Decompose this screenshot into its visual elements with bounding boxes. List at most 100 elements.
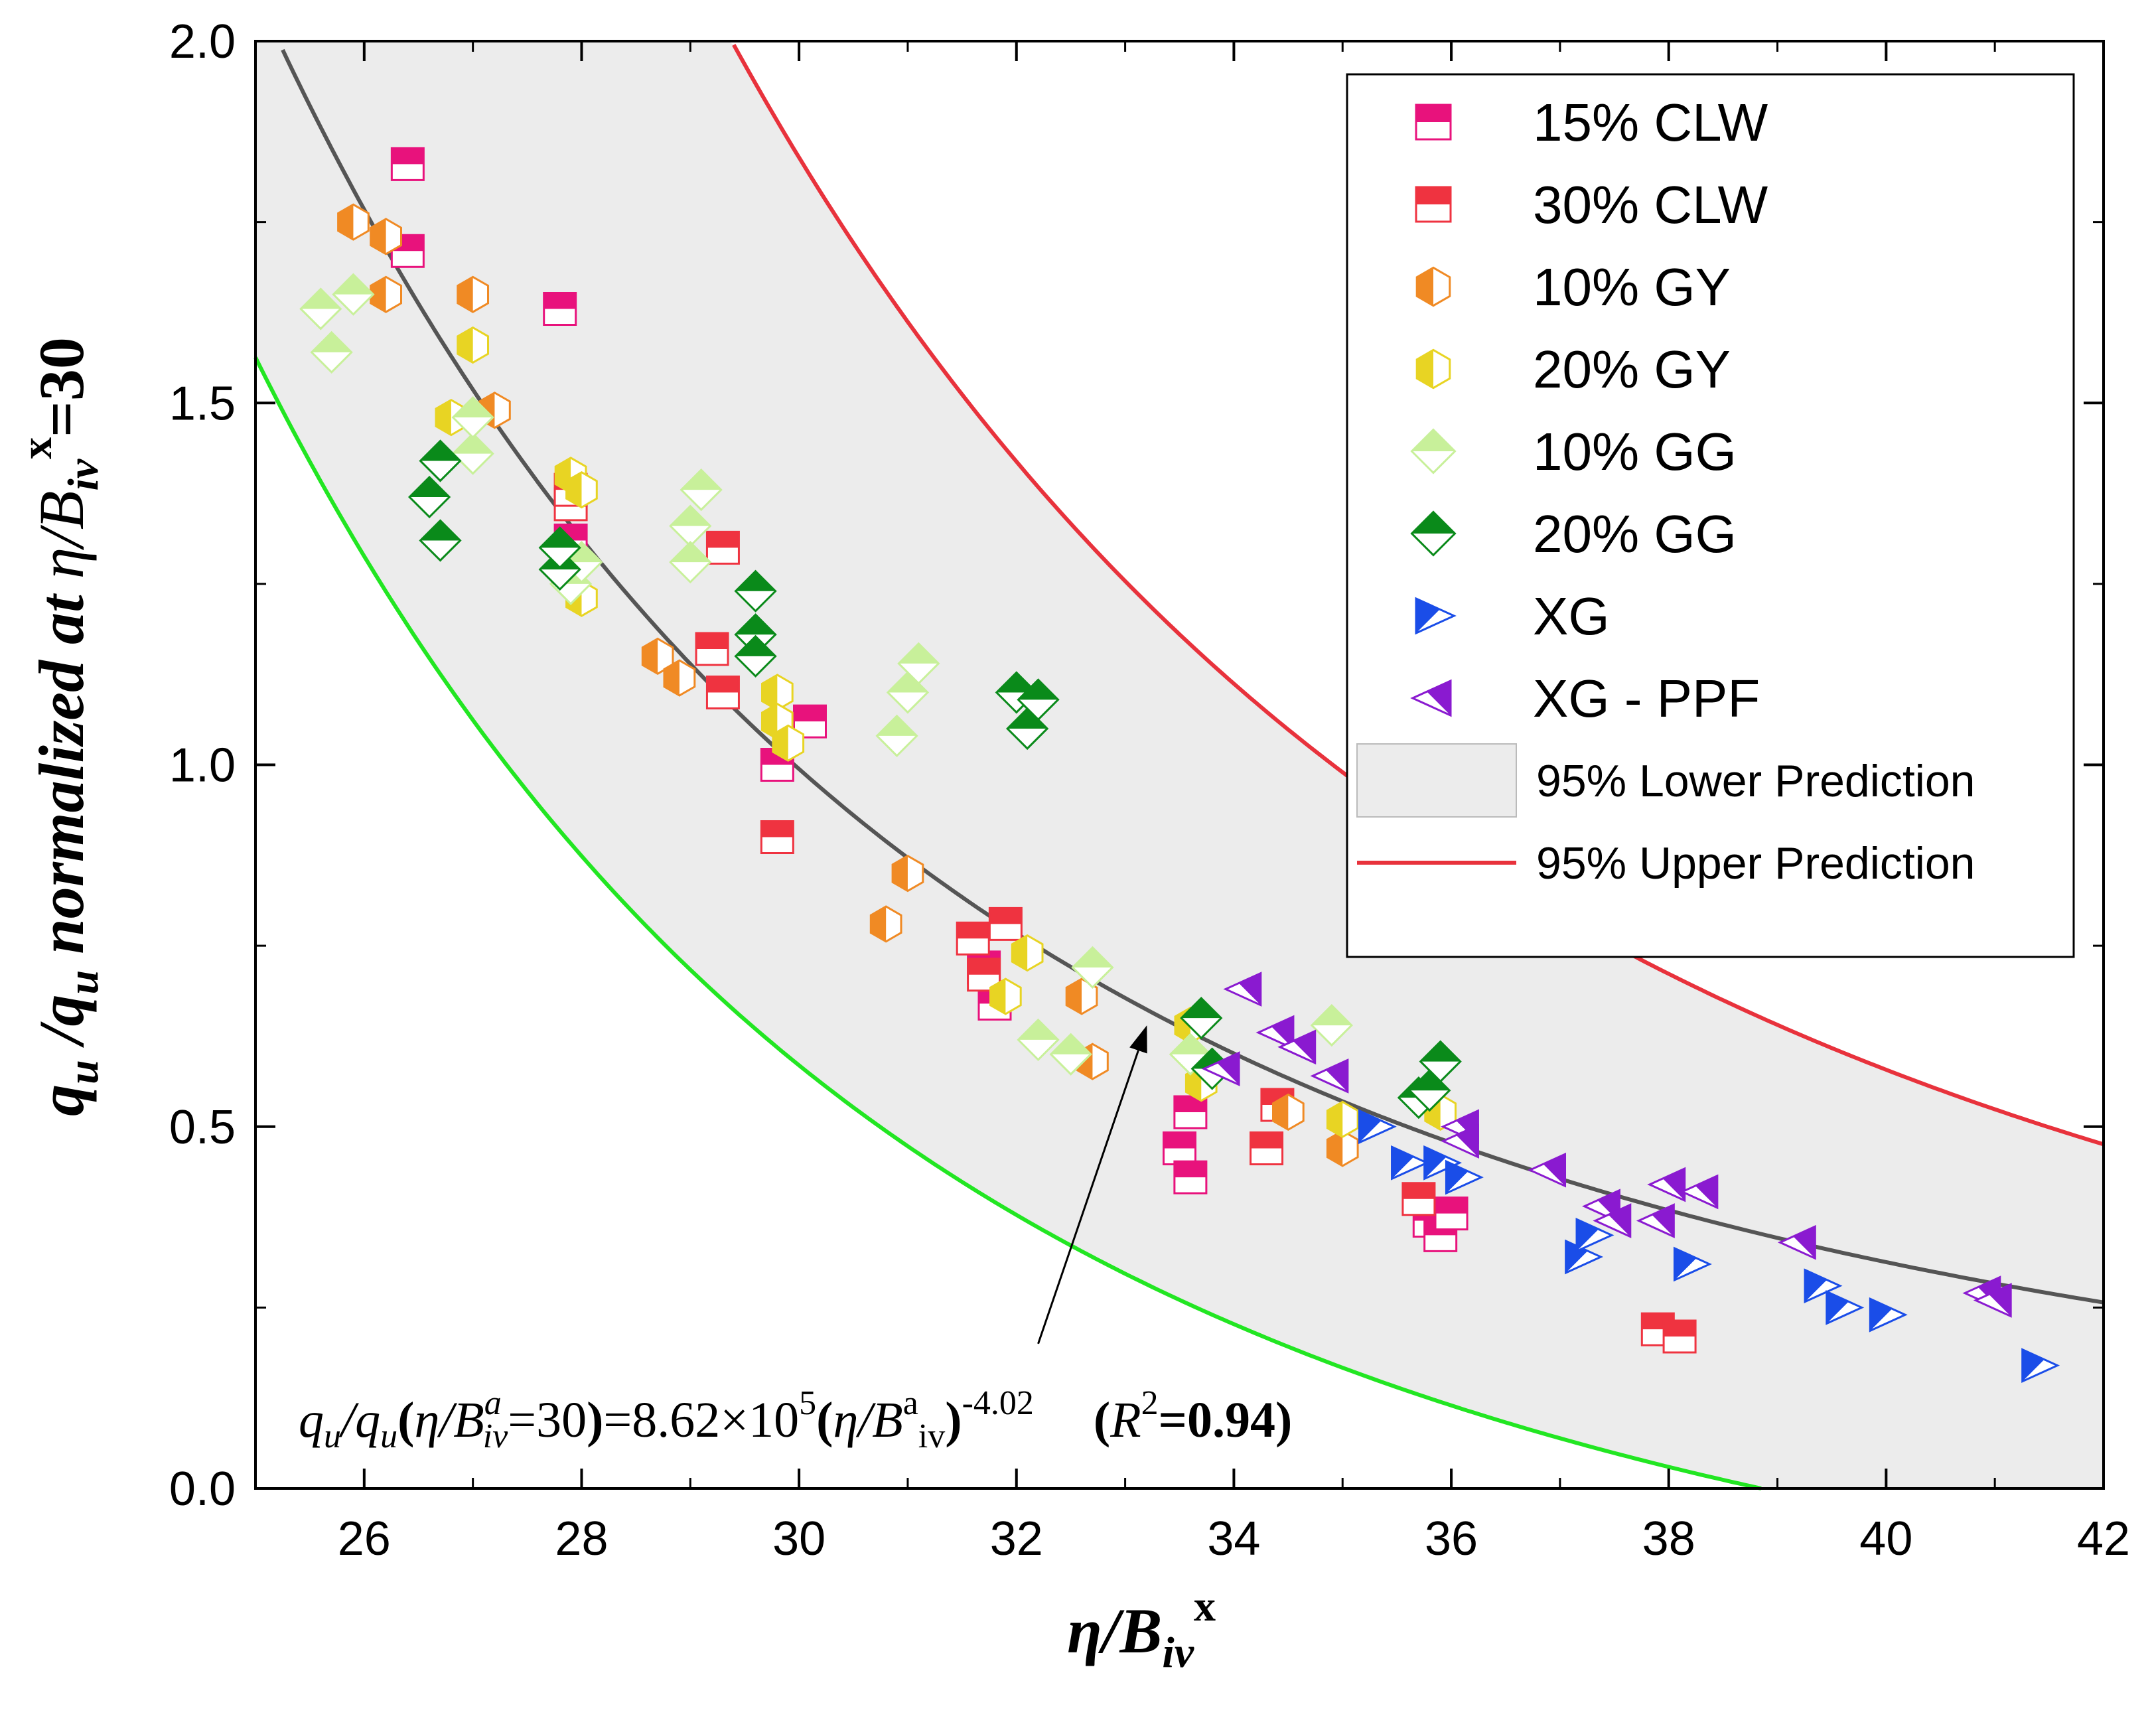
data-point	[1673, 1246, 1712, 1282]
legend-item: 15% CLW	[1415, 93, 1768, 152]
data-point	[1065, 977, 1098, 1015]
legend-label: 15% CLW	[1533, 93, 1768, 152]
y-axis-label: qu /qu normalized at η/Bivx=30	[13, 337, 107, 1116]
data-point	[1391, 1145, 1429, 1181]
eq-30: =30	[508, 1392, 587, 1448]
data-point	[390, 147, 425, 181]
data-point	[1006, 707, 1049, 751]
data-point	[370, 275, 402, 313]
legend-marker	[1415, 104, 1452, 141]
annotation-arrow	[1037, 1050, 1139, 1344]
eq-iv: iv	[483, 1417, 508, 1455]
data-point	[1636, 1203, 1675, 1238]
data-point	[1423, 1145, 1463, 1181]
x-tick-label: 32	[990, 1512, 1043, 1565]
data-point	[538, 526, 581, 569]
data-point	[1049, 1033, 1092, 1076]
x-tick-label: 34	[1207, 1512, 1260, 1565]
legend-item: 20% GY	[1415, 340, 1731, 399]
legend-marker	[1415, 186, 1452, 223]
series-3	[435, 326, 1457, 1138]
y-axis-label-sub1: u	[59, 1060, 107, 1084]
data-point	[332, 273, 375, 316]
data-point	[1680, 1174, 1719, 1210]
data-point	[761, 674, 794, 711]
y-axis-label-sub3: iv	[59, 459, 107, 490]
data-point	[435, 398, 468, 437]
eq-a2: a	[903, 1384, 918, 1422]
legend-label: XG	[1533, 587, 1610, 646]
data-point	[1326, 1100, 1359, 1138]
y-axis-label-sub2: u	[59, 970, 107, 995]
eq-close2: )	[945, 1392, 962, 1448]
legend-item: 95% Lower Prediction	[1356, 743, 1975, 818]
y-axis-label-eta: η/B	[26, 490, 97, 579]
data-point	[451, 396, 494, 439]
data-point	[1593, 1203, 1632, 1238]
data-point	[565, 470, 598, 509]
data-point	[669, 541, 712, 584]
x-tick-label: 40	[1859, 1512, 1912, 1565]
data-point	[1310, 1003, 1353, 1047]
x-tick-label: 38	[1642, 1512, 1695, 1565]
legend-label: 10% GY	[1533, 257, 1731, 317]
data-point	[680, 468, 723, 512]
legend-label: XG - PPF	[1533, 669, 1760, 728]
data-point	[299, 287, 342, 330]
eq-eta-b2: η/B	[833, 1392, 902, 1448]
x-tick-label: 26	[338, 1512, 391, 1565]
x-axis-label-main: η/B	[1067, 1595, 1162, 1666]
legend-item: 30% CLW	[1415, 175, 1768, 234]
x-tick-label: 28	[555, 1512, 608, 1565]
data-point	[310, 330, 353, 374]
data-point	[891, 854, 924, 893]
legend: 15% CLW 30% CLW 10% GY 20% GY 10% GG 20% GG XG…	[1346, 73, 2075, 958]
eq-five: 5	[799, 1384, 816, 1422]
data-point	[989, 977, 1022, 1015]
y-tick-label: 2.0	[169, 15, 236, 68]
data-point	[1326, 1129, 1359, 1167]
data-point	[1272, 1093, 1305, 1131]
eq-q: q	[299, 1392, 324, 1448]
data-point	[695, 632, 729, 666]
x-tick-label: 42	[2077, 1512, 2130, 1565]
x-axis-label-sub: iv	[1162, 1628, 1194, 1677]
legend-marker	[1410, 510, 1457, 557]
prediction-band	[255, 41, 2104, 1488]
data-point	[1434, 1196, 1469, 1231]
data-point	[451, 432, 494, 475]
data-point	[1201, 1051, 1240, 1086]
eq-r-open: (	[1094, 1392, 1110, 1448]
data-point	[956, 921, 990, 956]
legend-swatch-band	[1356, 743, 1517, 818]
eq-iv2: iv	[918, 1417, 945, 1455]
data-point	[419, 439, 462, 482]
data-point	[419, 519, 462, 562]
eq-two: 2	[1141, 1384, 1159, 1422]
x-tick-label: 30	[772, 1512, 825, 1565]
y-tick-label: 0.5	[169, 1101, 236, 1154]
data-point	[1255, 1015, 1295, 1050]
legend-item: 10% GY	[1415, 257, 1731, 317]
x-tick-label: 36	[1425, 1512, 1478, 1565]
data-point	[663, 659, 696, 697]
data-point	[407, 475, 451, 519]
eq-open2: (	[816, 1392, 833, 1448]
series-7	[1201, 972, 2012, 1318]
data-point	[1575, 1217, 1614, 1253]
legend-marker	[1415, 597, 1457, 635]
eq-eta-b: η/B	[414, 1392, 484, 1448]
legend-label: 95% Upper Prediction	[1536, 838, 1975, 889]
data-point	[1647, 1167, 1686, 1202]
eq-close: )	[587, 1392, 603, 1448]
data-point	[1441, 1123, 1479, 1159]
legend-marker	[1415, 266, 1451, 307]
eq-r: R	[1110, 1392, 1141, 1448]
data-point	[988, 906, 1023, 941]
data-point	[772, 724, 805, 762]
annotation-arrowhead	[1129, 1025, 1147, 1054]
data-point	[1445, 1159, 1484, 1195]
legend-marker	[1410, 679, 1452, 717]
